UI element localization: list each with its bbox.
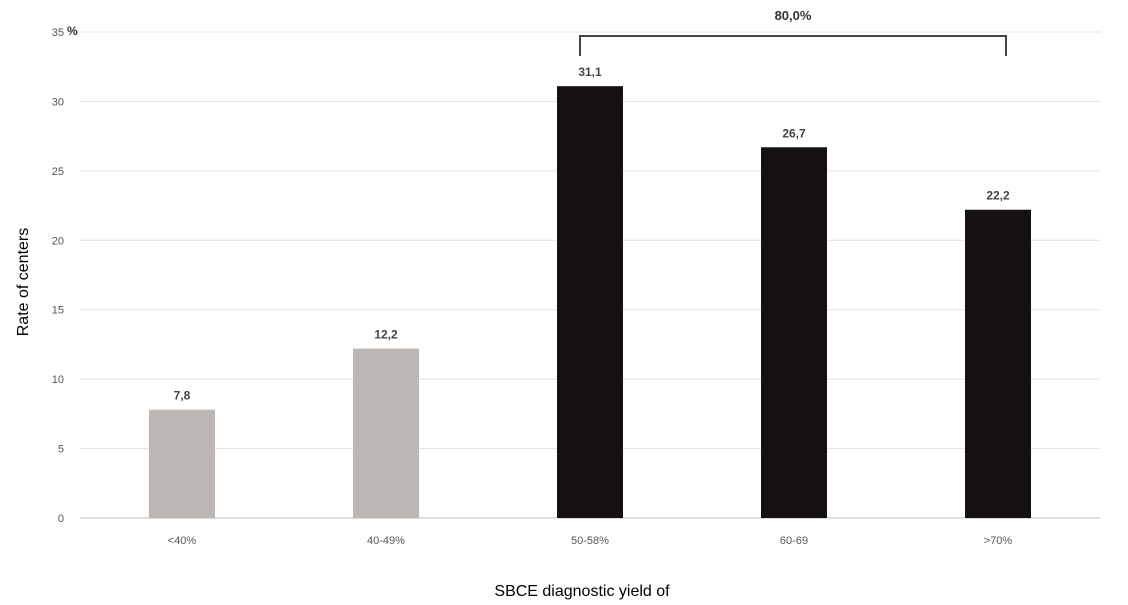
y-tick-label: 35: [52, 27, 64, 39]
data-label: 31,1: [578, 65, 602, 79]
y-tick-label: 15: [52, 305, 64, 317]
y-axis-title: Rate of centers: [15, 228, 32, 337]
data-label: 7,8: [174, 389, 191, 403]
y-tick-label: 10: [52, 374, 64, 386]
x-tick-label: <40%: [168, 535, 197, 547]
data-label: 12,2: [374, 328, 398, 342]
x-tick-label: 50-58%: [571, 535, 609, 547]
x-axis-ticks: <40% 40-49% 50-58% 60-69 >70%: [168, 535, 1013, 547]
y-tick-label: 25: [52, 166, 64, 178]
bar: [557, 86, 623, 518]
bar: [965, 209, 1031, 519]
x-axis-title: SBCE diagnostic yield of: [494, 583, 670, 600]
y-tick-label: 0: [58, 513, 64, 525]
x-tick-label: 40-49%: [367, 535, 405, 547]
data-label: 22,2: [986, 189, 1010, 203]
bars: [149, 86, 1031, 519]
bracket-line: [579, 35, 1007, 56]
x-tick-label: 60-69: [780, 535, 808, 547]
y-axis-unit: %: [67, 24, 78, 38]
data-labels: 7,8 12,2 31,1 26,7 22,2: [174, 65, 1010, 403]
bar: [353, 348, 419, 518]
x-tick-label: >70%: [984, 535, 1013, 547]
bar: [149, 409, 215, 518]
bracket-annotation: 80,0%: [579, 8, 1007, 56]
bracket-label: 80,0%: [775, 8, 812, 23]
bar: [761, 147, 827, 518]
y-tick-label: 30: [52, 96, 64, 108]
data-label: 26,7: [782, 126, 806, 140]
y-tick-label: 5: [58, 444, 64, 456]
y-axis-ticks: 0 5 10 15 20 25 30 35: [52, 27, 64, 525]
y-tick-label: 20: [52, 235, 64, 247]
